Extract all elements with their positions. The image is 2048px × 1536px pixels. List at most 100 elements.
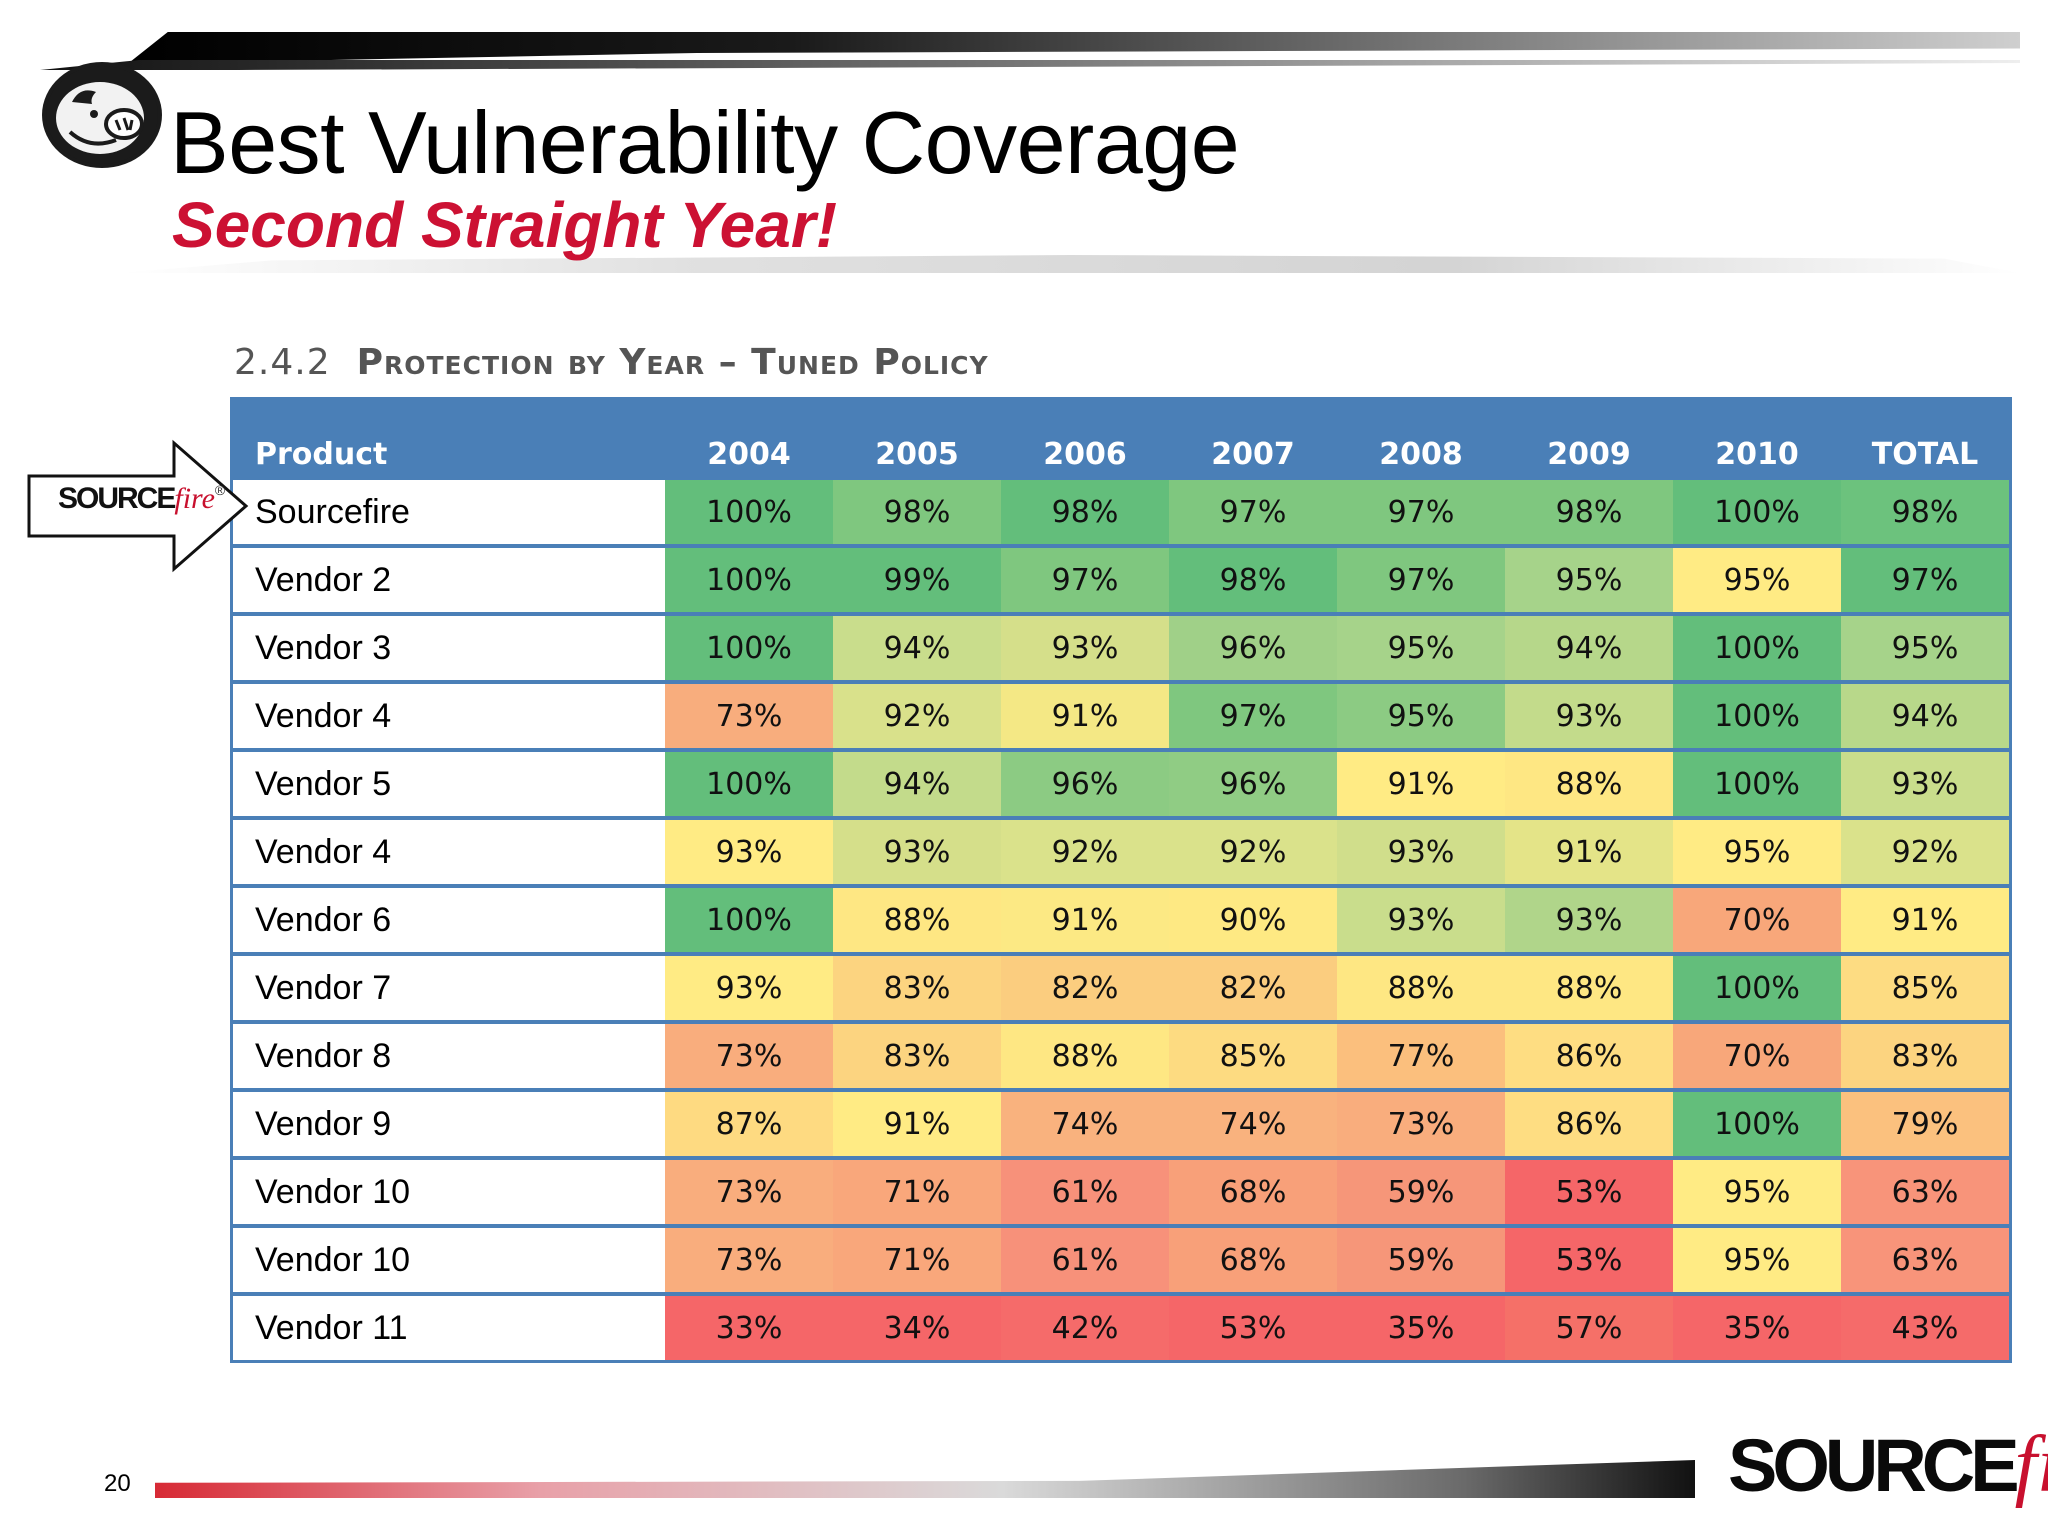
coverage-cell: 83% [833,956,1001,1020]
coverage-cell: 100% [665,888,833,952]
column-header: 2006 [1001,400,1169,476]
coverage-cell: 95% [1673,820,1841,884]
table-row: Vendor 3 100% 94% 93% 96% 95% 94% 100% 95% [233,616,2009,680]
coverage-cell: 98% [1169,548,1337,612]
coverage-cell: 88% [1505,956,1673,1020]
header-decorative-bar [130,32,2020,62]
product-name-cell: Vendor 7 [233,956,665,1020]
coverage-cell: 91% [1505,820,1673,884]
product-name-cell: Vendor 6 [233,888,665,952]
coverage-cell: 95% [1505,548,1673,612]
coverage-cell: 100% [1673,752,1841,816]
table-row: Vendor 8 73% 83% 88% 85% 77% 86% 70% 83% [233,1024,2009,1088]
coverage-cell: 95% [1841,616,2009,680]
coverage-cell: 86% [1505,1024,1673,1088]
logo-fire-text: fire [2014,1421,2048,1509]
column-header: TOTAL [1841,400,2009,476]
column-header: 2008 [1337,400,1505,476]
coverage-cell: 59% [1337,1228,1505,1292]
product-name-cell: Vendor 10 [233,1228,665,1292]
coverage-cell: 79% [1841,1092,2009,1156]
slide-title: Best Vulnerability Coverage [170,93,1240,192]
coverage-cell: 91% [1001,888,1169,952]
coverage-cell: 95% [1337,616,1505,680]
coverage-cell: 94% [1841,684,2009,748]
coverage-cell: 73% [665,1024,833,1088]
coverage-cell: 42% [1001,1296,1169,1360]
product-name-cell: Vendor 8 [233,1024,665,1088]
coverage-cell: 85% [1169,1024,1337,1088]
coverage-cell: 88% [1337,956,1505,1020]
coverage-cell: 92% [1169,820,1337,884]
coverage-cell: 82% [1169,956,1337,1020]
coverage-cell: 93% [665,956,833,1020]
product-name-cell: Vendor 10 [233,1160,665,1224]
coverage-cell: 61% [1001,1228,1169,1292]
section-number: 2.4.2 [234,342,331,383]
coverage-cell: 74% [1001,1092,1169,1156]
header-decorative-bar-thin [40,60,2020,70]
table-row: Vendor 4 93% 93% 92% 92% 93% 91% 95% 92% [233,820,2009,884]
sourcefire-logo-small: SOURCEfire® [58,482,225,516]
table-row: Vendor 7 93% 83% 82% 82% 88% 88% 100% 85% [233,956,2009,1020]
logo-registered-mark: ® [214,482,226,498]
coverage-cell: 97% [1841,548,2009,612]
product-name-cell: Vendor 3 [233,616,665,680]
coverage-cell: 88% [1001,1024,1169,1088]
coverage-cell: 93% [833,820,1001,884]
coverage-cell: 92% [833,684,1001,748]
coverage-cell: 59% [1337,1160,1505,1224]
product-name-cell: Vendor 4 [233,820,665,884]
coverage-cell: 91% [1001,684,1169,748]
coverage-cell: 100% [665,480,833,544]
coverage-cell: 93% [1001,616,1169,680]
coverage-cell: 53% [1505,1228,1673,1292]
coverage-cell: 53% [1169,1296,1337,1360]
coverage-cell: 97% [1001,548,1169,612]
table-row: Sourcefire 100% 98% 98% 97% 97% 98% 100% 98% [233,480,2009,544]
coverage-cell: 73% [1337,1092,1505,1156]
coverage-cell: 98% [1001,480,1169,544]
column-header: 2010 [1673,400,1841,476]
coverage-cell: 74% [1169,1092,1337,1156]
product-name-cell: Vendor 2 [233,548,665,612]
slide-subtitle: Second Straight Year! [172,189,838,261]
coverage-cell: 95% [1673,548,1841,612]
coverage-cell: 100% [1673,684,1841,748]
coverage-cell: 93% [1841,752,2009,816]
coverage-cell: 93% [1337,888,1505,952]
coverage-cell: 93% [665,820,833,884]
column-header: 2009 [1505,400,1673,476]
coverage-cell: 85% [1841,956,2009,1020]
coverage-cell: 91% [833,1092,1001,1156]
footer-decorative-bar [155,1460,1695,1498]
coverage-cell: 53% [1505,1160,1673,1224]
coverage-cell: 33% [665,1296,833,1360]
arrow-callout-icon [27,439,249,573]
coverage-cell: 99% [833,548,1001,612]
coverage-cell: 70% [1673,1024,1841,1088]
title-underline-swoosh [120,255,2020,273]
coverage-cell: 71% [833,1228,1001,1292]
column-header-product: Product [233,400,665,476]
coverage-cell: 100% [665,616,833,680]
table-row: Vendor 4 73% 92% 91% 97% 95% 93% 100% 94% [233,684,2009,748]
coverage-cell: 63% [1841,1160,2009,1224]
product-name-cell: Vendor 5 [233,752,665,816]
coverage-cell: 95% [1337,684,1505,748]
protection-table: Product 2004 2005 2006 2007 2008 2009 2010 TOTAL… [230,397,2012,1363]
coverage-cell: 96% [1169,616,1337,680]
coverage-cell: 35% [1673,1296,1841,1360]
coverage-cell: 34% [833,1296,1001,1360]
page-number: 20 [104,1470,131,1497]
coverage-cell: 94% [833,616,1001,680]
coverage-cell: 100% [1673,1092,1841,1156]
coverage-cell: 70% [1673,888,1841,952]
pig-logo-icon [42,62,162,168]
coverage-cell: 91% [1841,888,2009,952]
coverage-cell: 100% [665,752,833,816]
logo-source-text: SOURCE [1728,1424,2020,1507]
coverage-cell: 90% [1169,888,1337,952]
table-row: Vendor 5 100% 94% 96% 96% 91% 88% 100% 93% [233,752,2009,816]
coverage-cell: 87% [665,1092,833,1156]
